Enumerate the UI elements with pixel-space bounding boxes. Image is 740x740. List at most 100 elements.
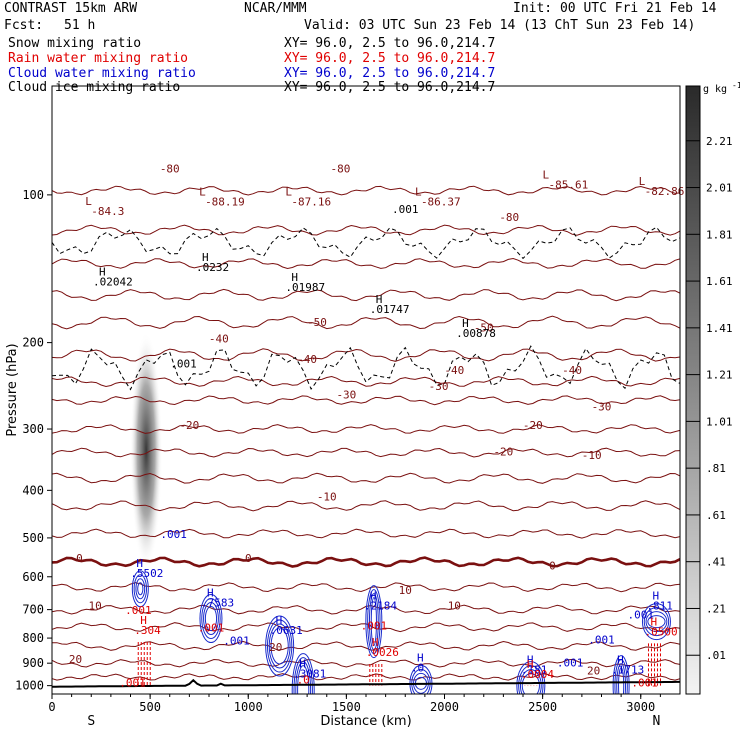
model-title: CONTRAST 15km ARW [4, 1, 138, 16]
cloud-water-contour [291, 653, 315, 694]
isotherm-line [52, 640, 680, 651]
y-tick-label: 200 [22, 336, 44, 350]
cloud-water-max-label: .0631 [270, 624, 303, 637]
high-marker: H [462, 317, 469, 330]
isotherm-label: 10 [448, 600, 461, 613]
isotherm-label: -30 [592, 400, 612, 413]
high-marker: H [299, 658, 306, 671]
forecast-label: Fcst: [4, 18, 44, 33]
cloud-water-contour [265, 615, 295, 677]
cloud-water-contour [368, 593, 379, 651]
isotherm-line [52, 257, 680, 270]
y-tick-label: 600 [22, 570, 44, 584]
cloud-water-contour [367, 589, 381, 655]
colorbar-tick-label: .21 [706, 602, 726, 615]
isotherm-line [52, 348, 680, 362]
low-marker: L [415, 185, 422, 198]
y-tick-label: 900 [22, 656, 44, 670]
cloud-water-contour [137, 582, 144, 596]
cloud-water-contour [370, 597, 377, 647]
isotherm-label: -10 [582, 449, 602, 462]
low-marker: L [85, 195, 92, 208]
isotherm-line [52, 288, 680, 302]
rain-max-label: .304 [134, 624, 161, 637]
isotherm-label: -50 [474, 322, 494, 335]
cloud-water-contour [135, 578, 146, 600]
isotherm-label: -40 [297, 353, 317, 366]
cloud-water-contour [516, 661, 546, 694]
cloud-water-contour-label: .001 [588, 633, 615, 646]
y-tick-label: 1000 [15, 679, 44, 693]
low-value-label: -86.37 [421, 195, 461, 208]
x-tick-label: 500 [139, 700, 161, 714]
cloud-water-max-label: .811 [646, 600, 673, 613]
cloud-water-contour-label: .001 [160, 528, 187, 541]
high-marker: H [291, 271, 298, 284]
rain-max-label: .0500 [644, 625, 677, 638]
cloud-water-contour [641, 603, 671, 641]
isotherm-line [52, 556, 680, 568]
rain-contour-label: .001 [125, 604, 152, 617]
field-xy-cloud-ice: XY= 96.0, 2.5 to 96.0,214.7 [284, 80, 496, 95]
terrain-line [52, 678, 680, 688]
rain-contour-label: .001 [631, 677, 658, 690]
colorbar-unit: g kg [703, 84, 727, 95]
cloud-water-contour [643, 607, 670, 637]
high-marker: H [202, 251, 209, 264]
low-marker: L [199, 185, 206, 198]
y-tick-label: 100 [22, 188, 44, 202]
south-label: S [87, 714, 95, 729]
x-tick-label: 1000 [234, 700, 263, 714]
snow-max-label: .02042 [93, 276, 133, 289]
isotherm-label: -80 [331, 162, 351, 175]
colorbar-tick-label: 1.21 [706, 369, 733, 382]
cloud-water-max-label: .5502 [130, 567, 163, 580]
snow-contour [52, 226, 680, 260]
isotherm-label: 0 [549, 560, 556, 573]
x-tick-label: 0 [48, 700, 55, 714]
high-marker: H [372, 636, 379, 649]
low-marker: L [285, 185, 292, 198]
cloud-water-contour [614, 659, 628, 694]
y-tick-label: 300 [22, 422, 44, 436]
x-tick-label: 3000 [626, 700, 655, 714]
cloud-water-contour [203, 602, 219, 636]
isotherm-label: -20 [523, 419, 543, 432]
cloud-water-contour-label: .001 [223, 635, 250, 648]
isotherm-label: 10 [399, 584, 412, 597]
cloud-water-max-label: .2184 [364, 600, 397, 613]
isotherm-label: 20 [587, 665, 600, 678]
low-value-label: -88.19 [205, 195, 245, 208]
colorbar-unit-exponent: -1 [732, 81, 740, 90]
org-label: NCAR/MMM [244, 1, 307, 16]
rain-max-label: .0026 [366, 646, 399, 659]
isotherm-label: -40 [209, 333, 229, 346]
snow-contour [52, 345, 680, 391]
x-tick-label: 1500 [332, 700, 361, 714]
colorbar-tick-label: .61 [706, 509, 726, 522]
isotherm-line [52, 375, 680, 388]
field-xy-snow: XY= 96.0, 2.5 to 96.0,214.7 [284, 36, 496, 51]
colorbar [685, 85, 701, 695]
cloud-water-max-label: .0 [411, 661, 424, 674]
rain-contour-label: .001 [361, 619, 388, 632]
isotherm-line [52, 673, 680, 681]
snow-contour-label: .001 [392, 203, 419, 216]
snow-max-label: .0232 [196, 261, 229, 274]
y-tick-label: 800 [22, 631, 44, 645]
field-name-cloud-ice: Cloud ice mixing ratio [8, 80, 181, 95]
isotherm-line [52, 658, 680, 668]
high-marker: H [140, 614, 147, 627]
north-label: N [653, 714, 661, 729]
low-value-label: -82.86 [645, 185, 685, 198]
cloud-water-contour [645, 611, 668, 633]
cloud-water-contour [133, 574, 148, 604]
cloud-water-max-label: .7583 [201, 597, 234, 610]
isotherm-label: -80 [160, 162, 180, 175]
field-xy-rain: XY= 96.0, 2.5 to 96.0,214.7 [284, 51, 496, 66]
isotherm-label: -40 [562, 364, 582, 377]
high-marker: H [376, 293, 383, 306]
isotherm-label: -80 [499, 211, 519, 224]
low-marker: L [639, 175, 646, 188]
colorbar-tick-label: .01 [706, 649, 726, 662]
